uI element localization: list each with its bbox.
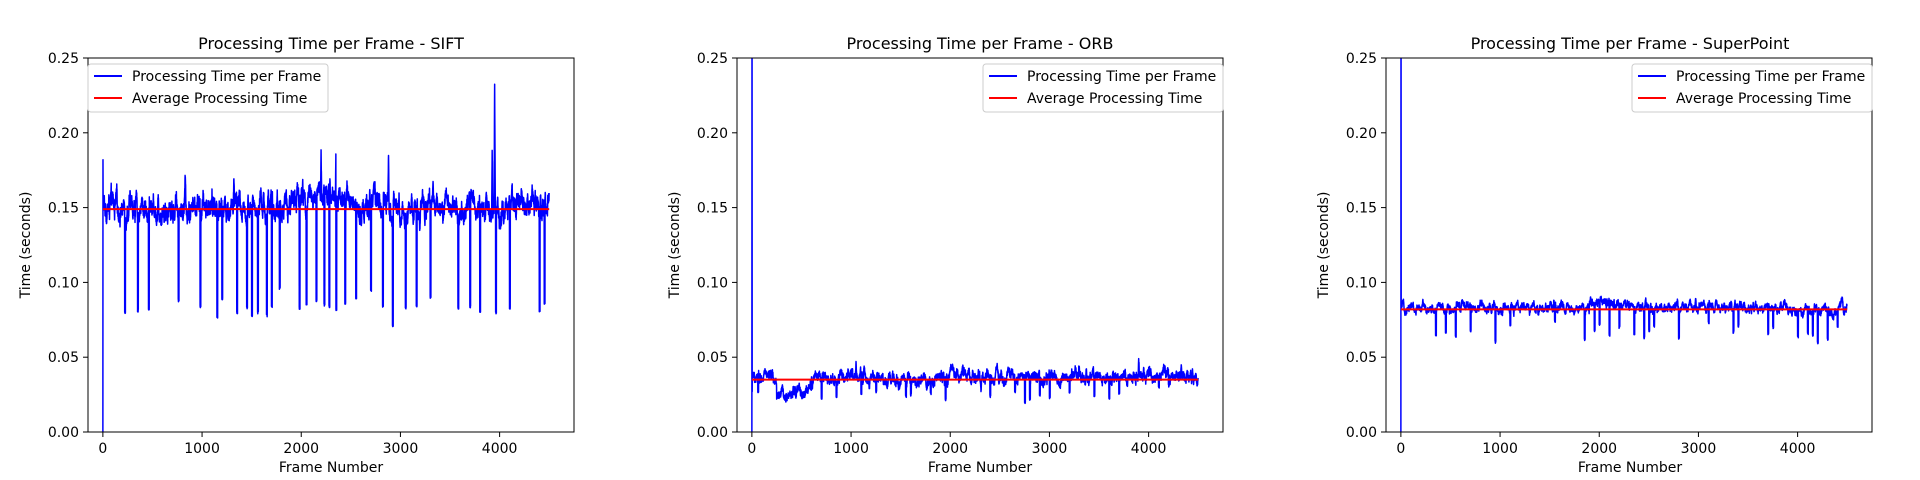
y-tick-label: 0.15 — [697, 201, 728, 217]
y-tick-label: 0.00 — [697, 425, 728, 441]
legend-frame — [982, 63, 1224, 113]
y-tick-label: 0.20 — [48, 126, 79, 142]
y-tick-label: 0.10 — [48, 275, 79, 291]
y-tick-label: 0.25 — [48, 51, 79, 67]
x-tick-label: 2000 — [283, 441, 319, 457]
x-tick-label: 4000 — [1131, 441, 1167, 457]
x-tick-label: 0 — [747, 441, 756, 457]
series-layer — [1400, 58, 1848, 432]
plot-area — [737, 58, 1223, 432]
x-tick-label: 3000 — [383, 441, 419, 457]
chart-title: Processing Time per Frame - SIFT — [198, 34, 464, 53]
x-tick-label: 1000 — [184, 441, 220, 457]
x-tick-label: 4000 — [1780, 441, 1816, 457]
legend: Processing Time per Frame Average Proces… — [982, 63, 1224, 113]
series-line-processing-time — [751, 58, 1199, 432]
x-tick-label: 0 — [98, 441, 107, 457]
x-tick-label: 1000 — [1482, 441, 1518, 457]
legend-frame — [87, 63, 329, 113]
chart-superpoint: Processing Time per Frame - SuperPoint 0… — [1316, 34, 1873, 476]
x-axis-label: Frame Number — [1578, 460, 1683, 476]
legend-entry-average-time: Average Processing Time — [132, 91, 307, 107]
x-tick-label: 3000 — [1681, 441, 1717, 457]
x-tick-label: 4000 — [482, 441, 518, 457]
y-axis-label: Time (seconds) — [18, 192, 34, 300]
plot-area — [1386, 58, 1872, 432]
series-layer — [751, 58, 1199, 432]
chart-sift: Processing Time per Frame - SIFT 0.000.0… — [18, 34, 575, 476]
legend-entry-processing-time: Processing Time per Frame — [1027, 69, 1216, 85]
y-tick-label: 0.05 — [1346, 350, 1377, 366]
y-tick-label: 0.15 — [1346, 201, 1377, 217]
y-tick-label: 0.00 — [48, 425, 79, 441]
series-layer — [102, 83, 550, 432]
y-axis: 0.00 0.05 0.10 0.15 0.20 0.25 — [697, 51, 737, 441]
plot-area — [88, 58, 574, 432]
y-tick-label: 0.20 — [697, 126, 728, 142]
legend-entry-average-time: Average Processing Time — [1676, 91, 1851, 107]
plot-frame — [87, 57, 575, 433]
y-tick-label: 0.25 — [1346, 51, 1377, 67]
chart-title: Processing Time per Frame - ORB — [847, 34, 1114, 53]
x-axis-label: Frame Number — [279, 460, 384, 476]
legend: Processing Time per Frame Average Proces… — [87, 63, 329, 113]
y-tick-label: 0.00 — [1346, 425, 1377, 441]
x-tick-label: 1000 — [833, 441, 869, 457]
x-axis-label: Frame Number — [928, 460, 1033, 476]
y-axis: 0.00 0.05 0.10 0.15 0.20 0.25 — [1346, 51, 1386, 441]
chart-orb: Processing Time per Frame - ORB 0.00 0.05… — [667, 34, 1224, 476]
y-tick-label: 0.10 — [697, 275, 728, 291]
x-axis: 0 1000 2000 3000 4000 — [747, 432, 1166, 457]
y-tick-label: 0.15 — [48, 201, 79, 217]
y-tick-label: 0.05 — [697, 350, 728, 366]
legend-entry-processing-time: Processing Time per Frame — [132, 69, 321, 85]
legend-entry-processing-time: Processing Time per Frame — [1676, 69, 1865, 85]
x-tick-label: 0 — [1396, 441, 1405, 457]
legend-entry-average-time: Average Processing Time — [1027, 91, 1202, 107]
x-tick-label: 2000 — [932, 441, 968, 457]
y-tick-label: 0.05 — [48, 350, 79, 366]
x-tick-label: 2000 — [1581, 441, 1617, 457]
y-axis: 0.00 0.05 0.10 0.15 0.20 0.25 — [48, 51, 88, 441]
x-tick-label: 3000 — [1032, 441, 1068, 457]
x-axis: 0 1000 2000 3000 4000 — [1396, 432, 1815, 457]
y-axis-label: Time (seconds) — [667, 192, 683, 300]
chart-title: Processing Time per Frame - SuperPoint — [1471, 34, 1790, 53]
y-axis-label: Time (seconds) — [1316, 192, 1332, 300]
y-tick-label: 0.20 — [1346, 126, 1377, 142]
x-axis: 0 1000 2000 3000 4000 — [98, 432, 517, 457]
plot-frame — [1385, 57, 1873, 433]
y-tick-label: 0.10 — [1346, 275, 1377, 291]
legend-frame — [1631, 63, 1873, 113]
legend: Processing Time per Frame Average Proces… — [1631, 63, 1873, 113]
plot-frame — [736, 57, 1224, 433]
y-tick-label: 0.25 — [697, 51, 728, 67]
